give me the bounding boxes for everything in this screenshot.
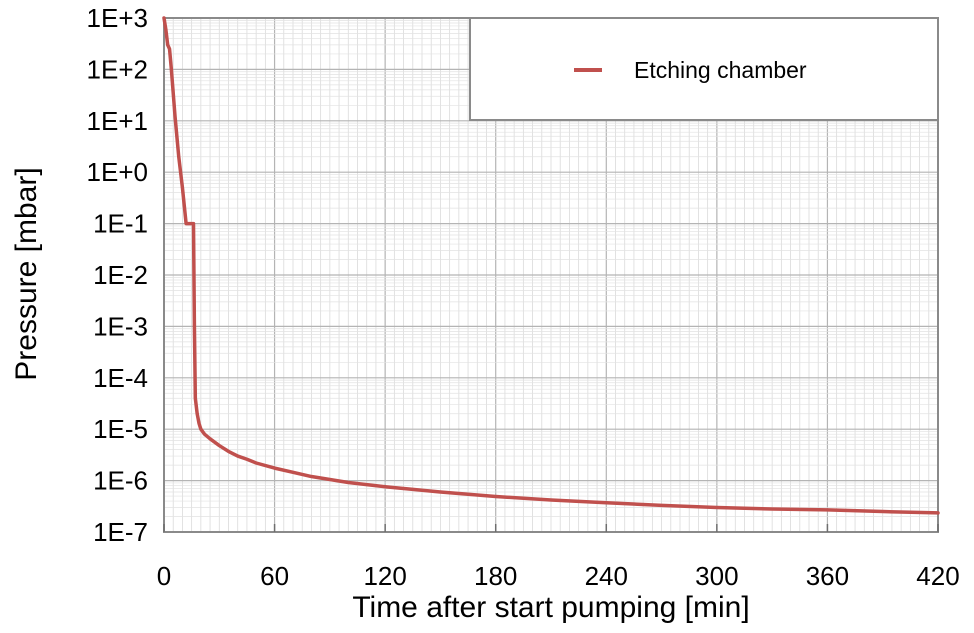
legend-box xyxy=(469,17,939,121)
y-tick-label: 1E+3 xyxy=(87,3,148,33)
series-layer xyxy=(162,16,940,515)
y-tick-label: 1E-2 xyxy=(93,260,148,290)
y-tick-label: 1E-3 xyxy=(93,311,148,341)
legend-label: Etching chamber xyxy=(634,57,807,83)
x-tick-label: 120 xyxy=(363,561,406,591)
legend: Etching chamber xyxy=(469,17,939,121)
y-tick-label: 1E-7 xyxy=(93,517,148,547)
y-axis-ticks: 1E-7 1E-6 1E-5 1E-4 1E-3 1E-2 1E-1 1E+0 1E+1 1E+2… xyxy=(87,3,148,547)
y-tick-label: 1E+0 xyxy=(87,157,148,187)
y-tick-label: 1E-4 xyxy=(93,363,148,393)
y-tick-label: 1E-6 xyxy=(93,466,148,496)
x-tick-label: 180 xyxy=(474,561,517,591)
x-tick-label: 0 xyxy=(157,561,171,591)
x-tick-label: 300 xyxy=(695,561,738,591)
y-tick-label: 1E-5 xyxy=(93,414,148,444)
y-tick-label: 1E+2 xyxy=(87,54,148,84)
y-tick-label: 1E-1 xyxy=(93,209,148,239)
y-tick-label: 1E+1 xyxy=(87,106,148,136)
x-tick-label: 240 xyxy=(585,561,628,591)
x-axis-label: Time after start pumping [min] xyxy=(352,591,749,624)
x-tick-label: 60 xyxy=(260,561,289,591)
x-axis-ticks: 0 60 120 180 240 300 360 420 xyxy=(157,524,960,591)
y-axis-label: Pressure [mbar] xyxy=(10,167,43,380)
series-line-etching-chamber xyxy=(162,16,940,515)
x-tick-label: 360 xyxy=(806,561,849,591)
x-tick-label: 420 xyxy=(916,561,959,591)
